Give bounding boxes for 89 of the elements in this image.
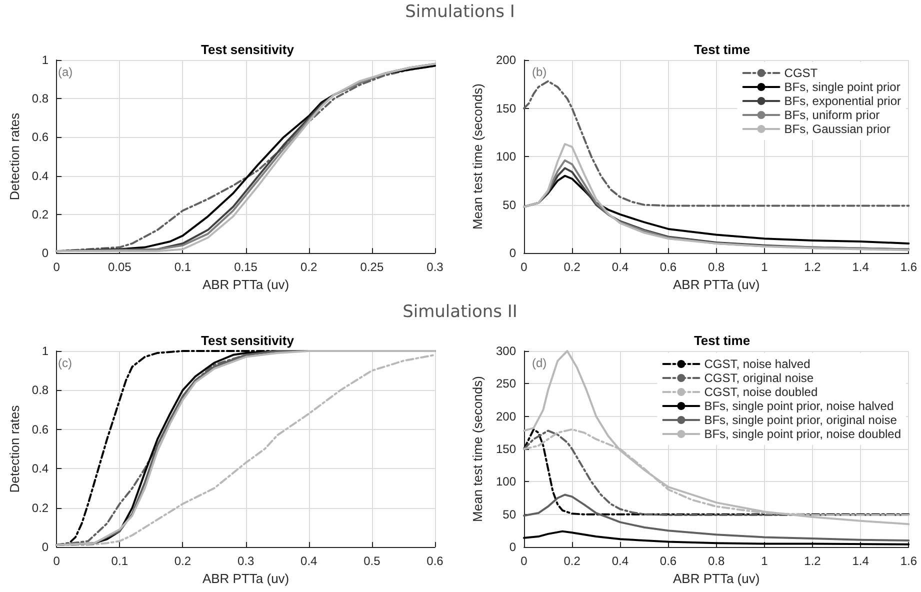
legend-label: BFs, single point prior [784, 80, 900, 94]
x-tick-label: 0.8 [708, 554, 725, 568]
section-heading: Simulations I [404, 2, 516, 22]
y-tick-label: 250 [496, 376, 516, 391]
y-tick-label: 0 [509, 540, 516, 554]
legend-label: CGST, noise doubled [704, 385, 818, 399]
x-tick-label: 0.6 [660, 260, 677, 274]
x-tick-label: 0.15 [234, 260, 258, 274]
x-tick-label: 1.2 [804, 554, 822, 568]
y-tick-label: 0.2 [32, 207, 49, 222]
x-tick-label: 1.4 [852, 554, 870, 568]
y-tick-label: 0 [509, 246, 516, 260]
x-axis-title: ABR PTTa (uv) [672, 570, 760, 586]
line-series [523, 143, 910, 252]
legend-label: BFs, Gaussian prior [784, 122, 890, 136]
x-axis-title: ABR PTTa (uv) [202, 570, 290, 586]
x-tick-label: 0.5 [364, 554, 381, 568]
y-tick-label: 0 [42, 246, 49, 260]
x-tick-label: 0.05 [108, 260, 132, 274]
annotation: (d) [532, 356, 547, 370]
x-tick-label: 0.4 [612, 260, 629, 274]
y-tick-label: 0.2 [32, 500, 49, 515]
chart-title: Test time [694, 333, 750, 348]
x-tick-label: 1.6 [900, 260, 918, 274]
y-tick-label: 1 [42, 344, 49, 358]
legend-label: BFs, uniform prior [784, 108, 880, 122]
x-tick-label: 1 [761, 554, 768, 568]
y-axis-title: Mean test time (seconds) [470, 84, 485, 230]
x-tick-label: 0.2 [174, 554, 192, 568]
y-tick-label: 150 [496, 442, 516, 456]
legend-label: CGST [784, 66, 818, 80]
y-tick-label: 0 [42, 540, 49, 554]
y-tick-label: 0.8 [32, 383, 49, 398]
y-tick-label: 200 [496, 53, 516, 67]
x-tick-label: 0 [53, 260, 60, 274]
x-tick-label: 0.6 [660, 554, 677, 568]
line-series [523, 494, 910, 542]
x-tick-label: 1.2 [804, 260, 822, 274]
chart-title: Test sensitivity [201, 333, 295, 348]
x-tick-label: 0.2 [300, 260, 318, 274]
x-tick-label: 0.6 [426, 554, 444, 568]
legend-label: CGST, original noise [704, 371, 814, 385]
x-tick-label: 0.25 [360, 260, 384, 274]
y-tick-label: 150 [496, 101, 516, 116]
y-axis-title: Mean test time (seconds) [470, 376, 485, 522]
x-tick-label: 0.4 [300, 554, 318, 568]
x-tick-label: 0.3 [426, 260, 444, 274]
annotation: (c) [58, 356, 72, 370]
y-tick-label: 50 [502, 507, 516, 522]
x-tick-label: 0.2 [564, 260, 581, 274]
x-tick-label: 0.1 [111, 554, 128, 568]
y-tick-label: 0.4 [32, 462, 49, 476]
x-tick-label: 0 [53, 554, 60, 568]
x-tick-label: 0 [520, 554, 528, 568]
y-tick-label: 300 [496, 344, 516, 358]
x-axis-title: ABR PTTa (uv) [672, 277, 760, 292]
x-tick-label: 0.4 [612, 554, 629, 568]
annotation: (b) [532, 65, 547, 79]
legend-label: BFs, exponential prior [784, 94, 902, 108]
chart-title: Test sensitivity [201, 42, 295, 57]
y-tick-label: 0.6 [32, 422, 49, 436]
y-tick-label: 200 [496, 409, 516, 424]
y-tick-label: 1 [42, 53, 49, 67]
x-axis-title: ABR PTTa (uv) [202, 277, 290, 292]
y-tick-label: 100 [496, 150, 516, 164]
y-axis-title: Detection rates [7, 112, 22, 200]
x-tick-label: 1.6 [900, 554, 918, 568]
y-tick-label: 0.4 [32, 168, 49, 183]
y-tick-label: 0.8 [32, 92, 49, 106]
x-tick-label: 0.3 [237, 554, 254, 568]
annotation: (a) [58, 65, 73, 79]
line-series [523, 80, 910, 207]
legend-label: BFs, single point prior, noise halved [704, 399, 894, 413]
x-tick-label: 0.2 [564, 554, 581, 568]
y-axis-title: Detection rates [7, 404, 22, 493]
y-tick-label: 50 [502, 198, 516, 212]
chart-title: Test time [694, 42, 750, 57]
y-tick-label: 0.6 [32, 130, 49, 144]
legend-label: BFs, single point prior, original noise [704, 413, 898, 427]
line-series [523, 530, 910, 546]
x-tick-label: 0.8 [708, 260, 725, 274]
x-tick-label: 0 [520, 260, 528, 274]
legend-label: CGST, noise halved [704, 357, 810, 371]
x-tick-label: 1 [761, 260, 768, 274]
x-tick-label: 1.4 [852, 260, 870, 274]
x-tick-label: 0.1 [174, 260, 192, 274]
legend-label: BFs, single point prior, noise doubled [704, 427, 902, 441]
section-heading: Simulations II [402, 302, 518, 322]
y-tick-label: 100 [496, 474, 516, 489]
